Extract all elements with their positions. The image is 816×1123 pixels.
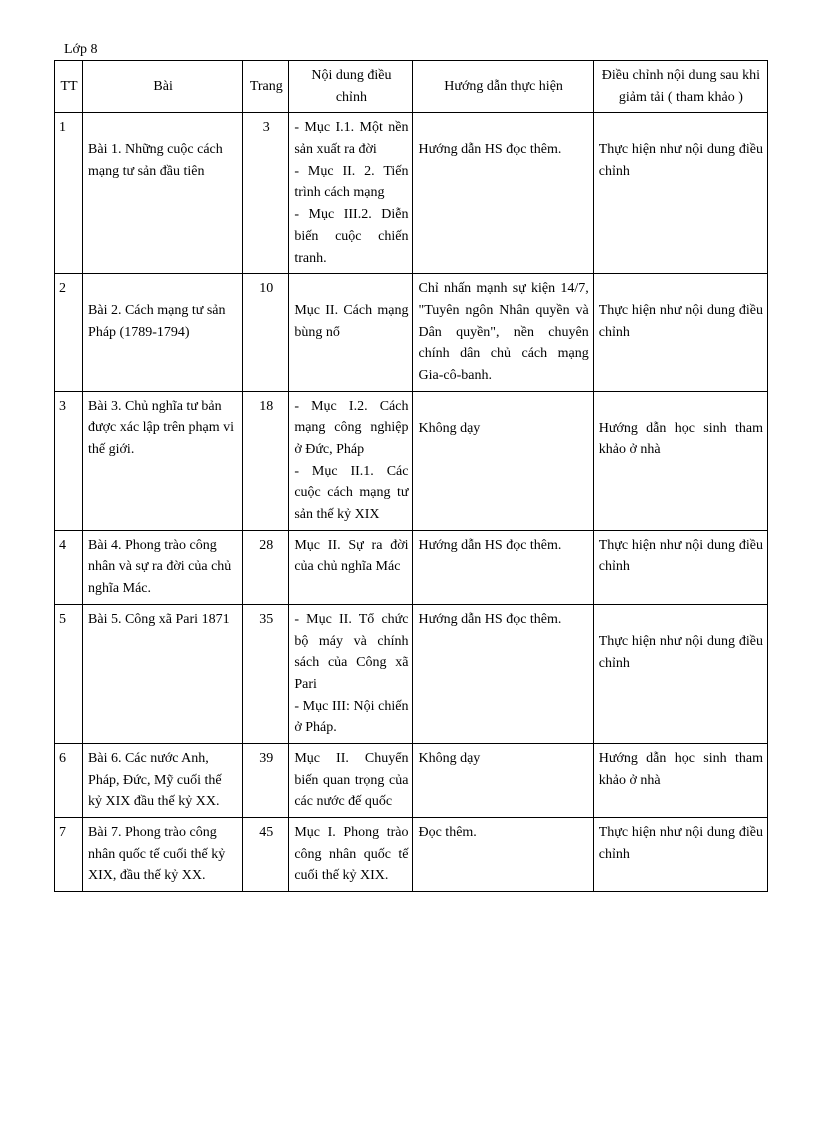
cell-bai: Bài 5. Công xã Pari 1871: [83, 604, 243, 743]
cell-trang: 45: [243, 818, 289, 892]
cell-tt: 1: [55, 113, 83, 274]
cell-dieuchinh: Thực hiện như nội dung điều chỉnh: [593, 113, 767, 274]
cell-dieuchinh: Thực hiện như nội dung điều chỉnh: [593, 818, 767, 892]
cell-noidung: Mục II. Sự ra đời của chủ nghĩa Mác: [289, 530, 413, 604]
cell-huongdan: Đọc thêm.: [413, 818, 593, 892]
cell-tt: 7: [55, 818, 83, 892]
table-row: 1Bài 1. Những cuộc cách mạng tư sản đầu …: [55, 113, 768, 274]
cell-trang: 35: [243, 604, 289, 743]
table-row: 3Bài 3. Chủ nghĩa tư bản được xác lập tr…: [55, 391, 768, 530]
col-header-tt: TT: [55, 61, 83, 113]
col-header-trang: Trang: [243, 61, 289, 113]
cell-bai: Bài 4. Phong trào công nhân và sự ra đời…: [83, 530, 243, 604]
table-row: 4Bài 4. Phong trào công nhân và sự ra đờ…: [55, 530, 768, 604]
cell-huongdan: Hướng dẫn HS đọc thêm.: [413, 530, 593, 604]
cell-bai: Bài 6. Các nước Anh, Pháp, Đức, Mỹ cuối …: [83, 743, 243, 817]
cell-tt: 4: [55, 530, 83, 604]
table-row: 2Bài 2. Cách mạng tư sản Pháp (1789-1794…: [55, 274, 768, 391]
cell-tt: 6: [55, 743, 83, 817]
cell-bai: Bài 1. Những cuộc cách mạng tư sản đầu t…: [83, 113, 243, 274]
cell-huongdan: Hướng dẫn HS đọc thêm.: [413, 604, 593, 743]
cell-bai: Bài 2. Cách mạng tư sản Pháp (1789-1794): [83, 274, 243, 391]
col-header-dieuchinh: Điều chỉnh nội dung sau khi giảm tải ( t…: [593, 61, 767, 113]
cell-dieuchinh: Hướng dẫn học sinh tham khảo ở nhà: [593, 743, 767, 817]
cell-noidung: Mục II. Cách mạng bùng nổ: [289, 274, 413, 391]
cell-huongdan: Hướng dẫn HS đọc thêm.: [413, 113, 593, 274]
cell-huongdan: Không dạy: [413, 391, 593, 530]
cell-bai: Bài 7. Phong trào công nhân quốc tế cuối…: [83, 818, 243, 892]
cell-noidung: - Mục II. Tổ chức bộ máy và chính sách c…: [289, 604, 413, 743]
cell-dieuchinh: Thực hiện như nội dung điều chỉnh: [593, 274, 767, 391]
cell-noidung: - Mục I.1. Một nền sản xuất ra đời- Mục …: [289, 113, 413, 274]
cell-dieuchinh: Thực hiện như nội dung điều chỉnh: [593, 604, 767, 743]
cell-trang: 10: [243, 274, 289, 391]
cell-trang: 3: [243, 113, 289, 274]
cell-trang: 18: [243, 391, 289, 530]
col-header-bai: Bài: [83, 61, 243, 113]
table-row: 6Bài 6. Các nước Anh, Pháp, Đức, Mỹ cuối…: [55, 743, 768, 817]
cell-huongdan: Chỉ nhấn mạnh sự kiện 14/7, "Tuyên ngôn …: [413, 274, 593, 391]
cell-huongdan: Không dạy: [413, 743, 593, 817]
cell-tt: 2: [55, 274, 83, 391]
col-header-huongdan: Hướng dẫn thực hiện: [413, 61, 593, 113]
curriculum-table: TT Bài Trang Nội dung điều chỉnh Hướng d…: [54, 60, 768, 892]
cell-trang: 39: [243, 743, 289, 817]
table-row: 7Bài 7. Phong trào công nhân quốc tế cuố…: [55, 818, 768, 892]
cell-noidung: Mục I. Phong trào công nhân quốc tế cuối…: [289, 818, 413, 892]
cell-trang: 28: [243, 530, 289, 604]
cell-tt: 5: [55, 604, 83, 743]
page-title: Lớp 8: [64, 42, 768, 58]
cell-dieuchinh: Thực hiện như nội dung điều chỉnh: [593, 530, 767, 604]
cell-noidung: Mục II. Chuyển biến quan trọng của các n…: [289, 743, 413, 817]
cell-noidung: - Mục I.2. Cách mạng công nghiệp ở Đức, …: [289, 391, 413, 530]
table-row: 5Bài 5. Công xã Pari 187135- Mục II. Tổ …: [55, 604, 768, 743]
table-header-row: TT Bài Trang Nội dung điều chỉnh Hướng d…: [55, 61, 768, 113]
cell-bai: Bài 3. Chủ nghĩa tư bản được xác lập trê…: [83, 391, 243, 530]
cell-dieuchinh: Hướng dẫn học sinh tham khảo ở nhà: [593, 391, 767, 530]
cell-tt: 3: [55, 391, 83, 530]
col-header-noidung: Nội dung điều chỉnh: [289, 61, 413, 113]
